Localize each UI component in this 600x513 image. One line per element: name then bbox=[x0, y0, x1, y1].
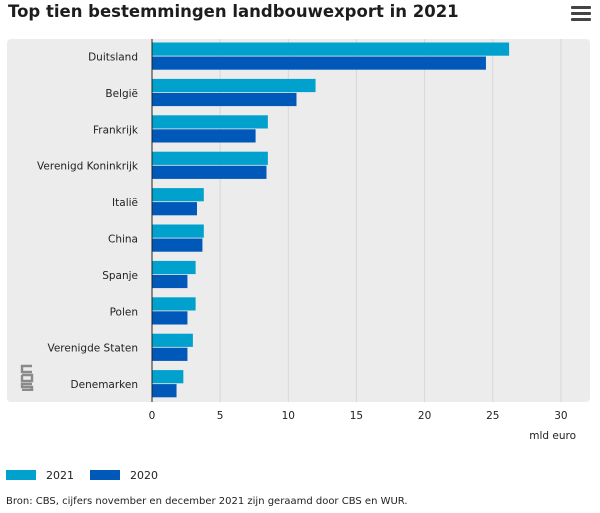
category-label: België bbox=[105, 88, 138, 100]
bar-2020 bbox=[152, 56, 486, 70]
x-tick-label: 10 bbox=[282, 410, 295, 422]
hamburger-menu-icon[interactable] bbox=[571, 6, 591, 22]
source-note: Bron: CBS, cijfers november en december … bbox=[6, 496, 408, 507]
bar-2020 bbox=[152, 202, 197, 216]
legend-item-2021[interactable]: 2021 bbox=[6, 467, 74, 483]
x-tick-label: 15 bbox=[350, 410, 363, 422]
legend-item-2020[interactable]: 2020 bbox=[90, 467, 158, 483]
bar-chart: Duitsland België Frankrijk Verenigd Koninkr… bbox=[7, 39, 590, 442]
legend-label-2020: 2020 bbox=[130, 468, 158, 482]
bar-2021 bbox=[152, 333, 193, 347]
bar-2021 bbox=[152, 78, 316, 93]
bar-2020 bbox=[152, 274, 188, 289]
chart-title: Top tien bestemmingen landbouwexport in … bbox=[8, 2, 459, 21]
x-tick-label: 30 bbox=[554, 410, 567, 422]
bar-2021 bbox=[152, 370, 184, 384]
category-label: Polen bbox=[110, 306, 138, 318]
x-tick-label: 0 bbox=[149, 410, 156, 422]
category-label: Verenigde Staten bbox=[47, 343, 138, 355]
legend-swatch-2020 bbox=[90, 470, 120, 480]
category-label: Verenigd Koninkrijk bbox=[37, 161, 139, 173]
category-label: Spanje bbox=[102, 270, 138, 282]
bar-2021 bbox=[152, 151, 268, 165]
bar-2020 bbox=[152, 92, 297, 107]
x-tick-label: 25 bbox=[486, 410, 499, 422]
bar-2020 bbox=[152, 311, 188, 325]
category-label: Duitsland bbox=[88, 52, 138, 64]
bar-2020 bbox=[152, 347, 188, 361]
bar-2021 bbox=[152, 260, 196, 275]
bar-2021 bbox=[152, 297, 196, 311]
bar-2020 bbox=[152, 384, 177, 398]
x-axis-title: mld euro bbox=[529, 430, 576, 442]
x-tick-label: 5 bbox=[217, 410, 224, 422]
cbs-logo-icon bbox=[20, 364, 34, 391]
category-label: Frankrijk bbox=[93, 124, 139, 136]
bar-2021 bbox=[152, 42, 510, 56]
legend-label-2021: 2021 bbox=[46, 468, 74, 482]
bar-2020 bbox=[152, 238, 203, 252]
bar-2021 bbox=[152, 224, 204, 238]
bar-2021 bbox=[152, 188, 204, 202]
category-label: Denemarken bbox=[71, 379, 138, 391]
category-label: Italië bbox=[112, 197, 138, 209]
legend-swatch-2021 bbox=[6, 470, 36, 480]
bar-2021 bbox=[152, 115, 268, 129]
category-label: China bbox=[108, 234, 138, 246]
bar-2020 bbox=[152, 165, 267, 179]
x-tick-label: 20 bbox=[418, 410, 431, 422]
bar-2020 bbox=[152, 129, 256, 143]
